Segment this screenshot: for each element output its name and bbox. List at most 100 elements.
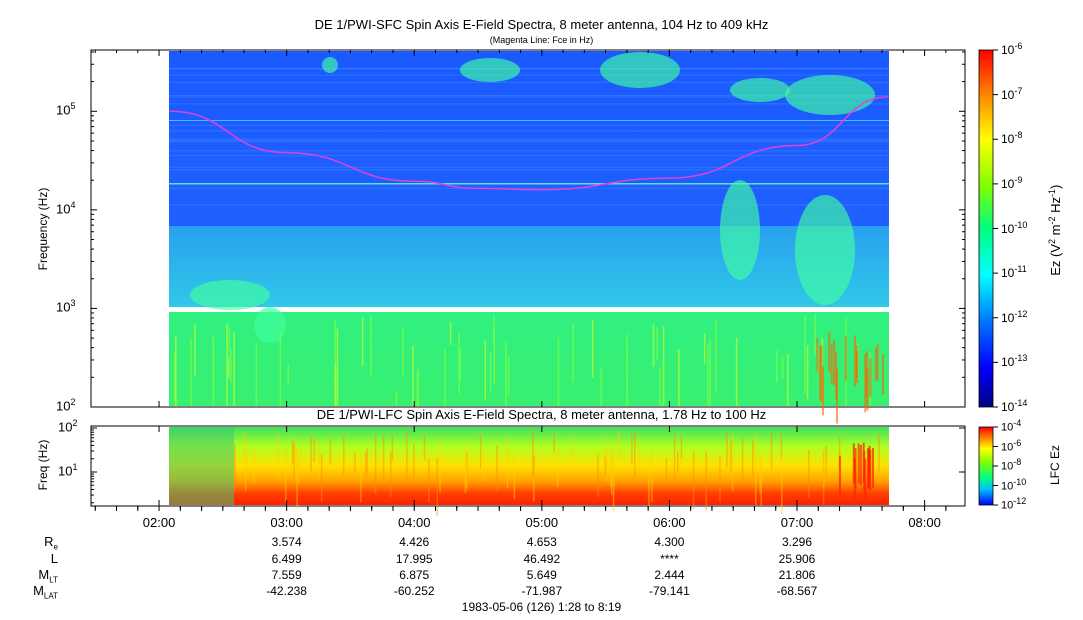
lfc-streak (867, 448, 870, 489)
lfc-streak (374, 434, 377, 494)
lfc-streak (413, 444, 415, 479)
lfc-streak (243, 430, 245, 460)
sfc-burst (776, 350, 778, 383)
lfc-streak (866, 448, 869, 489)
ephemeris-value: -60.252 (393, 584, 435, 598)
sfc-burst (194, 324, 196, 376)
sfc-burst (505, 341, 507, 406)
sfc-burst (856, 351, 859, 384)
ephemeris-value: -42.238 (266, 584, 307, 598)
sfc-streak (169, 150, 889, 152)
sfc-streak (169, 166, 889, 168)
sfc-burst (175, 336, 177, 406)
sfc-y-tick-label: 104 (56, 199, 76, 217)
lfc-streak (859, 445, 862, 486)
ephemeris-row-label: MLT (38, 567, 58, 585)
lfc-band (169, 427, 889, 505)
sfc-burst (444, 349, 446, 406)
lfc-colorbar-tick-label: 10-10 (1001, 476, 1027, 493)
sfc-burst (395, 391, 398, 406)
sfc-streak (169, 183, 889, 185)
lfc-streak (604, 457, 607, 479)
sfc-burst (228, 327, 231, 353)
sfc-burst (882, 354, 885, 395)
lfc-y-tick-label: 101 (58, 462, 78, 479)
sfc-burst (814, 313, 816, 355)
ephemeris-value: 25.906 (778, 552, 816, 566)
lfc-streak (857, 443, 860, 484)
sfc-streak (169, 141, 889, 143)
sfc-colorbar (978, 49, 998, 408)
x-tick-label: 08:00 (908, 515, 941, 530)
sfc-burst (591, 320, 594, 378)
sfc-emission (254, 307, 286, 343)
lfc-streak (245, 435, 248, 468)
sfc-panel (90, 49, 966, 424)
sfc-streak (169, 187, 889, 189)
sfc-y-tick-label: 105 (56, 101, 76, 118)
lfc-streak (878, 433, 880, 473)
sfc-streak (169, 96, 889, 98)
sfc-burst (458, 333, 460, 394)
lfc-streak (677, 451, 679, 472)
sfc-streak (169, 120, 889, 121)
sfc-burst (493, 329, 496, 385)
lfc-streak (284, 448, 287, 502)
lfc-streak (465, 442, 468, 489)
lfc-streak (553, 432, 555, 453)
lfc-streak (354, 452, 356, 474)
ephemeris-value: 2.444 (654, 568, 685, 582)
sfc-burst (804, 314, 806, 393)
sfc-burst (703, 333, 706, 364)
sfc-burst (869, 358, 872, 397)
sfc-streak (169, 124, 889, 126)
sfc-burst (715, 319, 717, 393)
sfc-burst (174, 352, 176, 402)
lfc-streak (726, 432, 728, 468)
ephemeris-value: 17.995 (395, 552, 433, 566)
sfc-burst (656, 327, 658, 361)
ephemeris-value: 3.296 (781, 535, 813, 549)
lfc-streak (343, 435, 345, 476)
lfc-streak (753, 434, 756, 459)
x-tick-label: 05:00 (525, 515, 559, 530)
sfc-emission (720, 180, 760, 280)
lfc-streak (781, 459, 783, 514)
lfc-streak (631, 433, 633, 464)
lfc-streak (313, 439, 315, 463)
sfc-y-axis (91, 51, 965, 408)
lfc-colorbar-tick-label: 10-6 (1001, 437, 1022, 454)
x-tick-label: 03:00 (270, 515, 303, 530)
lfc-streak (310, 435, 312, 472)
sfc-burst (233, 332, 235, 406)
lfc-streak (329, 439, 332, 465)
lfc-streak (513, 457, 516, 500)
sfc-streak (169, 139, 889, 141)
lfc-streak (770, 432, 773, 469)
lfc-streak (439, 439, 441, 493)
sfc-emission (730, 78, 790, 102)
lfc-streak (741, 437, 744, 483)
lfc-streak (428, 458, 430, 503)
lfc-streak (673, 432, 676, 483)
ephemeris-value: 4.300 (654, 535, 685, 549)
lfc-colorbar-tick-label: 10-4 (1001, 418, 1022, 434)
lfc-texture (234, 430, 880, 516)
sfc-burst (507, 356, 510, 396)
sfc-streak (169, 103, 889, 105)
ephemeris-value: 5.649 (526, 568, 557, 582)
lfc-streak (391, 434, 394, 461)
sfc-burst (489, 352, 492, 392)
ephemeris-value: 4.426 (399, 535, 430, 549)
sfc-streak (169, 74, 889, 76)
sfc-burst (678, 349, 680, 406)
lfc-streak (364, 451, 367, 476)
sfc-burst (484, 340, 487, 400)
lfc-streak (864, 458, 867, 499)
sfc-burst (816, 338, 819, 373)
lfc-streak (823, 451, 825, 488)
time-range-footer: 1983-05-06 (126) 1:28 to 8:19 (461, 600, 622, 614)
lfc-streak (496, 445, 498, 491)
lfc-spectrogram (169, 427, 889, 516)
ephemeris-value: 4.653 (526, 535, 557, 549)
